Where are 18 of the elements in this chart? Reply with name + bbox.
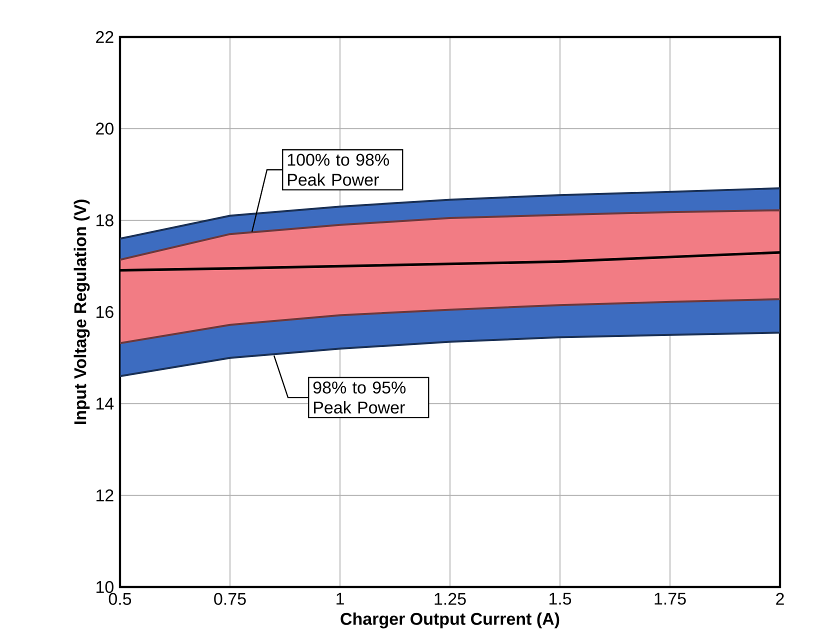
y-tick-label: 12 bbox=[96, 489, 114, 502]
x-axis-title: Charger Output Current (A) bbox=[340, 612, 560, 628]
x-tick-label: 1 bbox=[336, 592, 344, 605]
x-tick-label: 1.5 bbox=[549, 592, 572, 605]
annotation: 100% to 98% Peak Power bbox=[288, 154, 389, 186]
x-tick-label: 1.25 bbox=[434, 592, 466, 605]
y-tick-label: 22 bbox=[96, 31, 114, 43]
y-tick-label: 14 bbox=[96, 398, 114, 410]
y-tick-label: 20 bbox=[96, 122, 114, 135]
y-tick-label: 18 bbox=[96, 214, 114, 226]
x-tick-label: 2 bbox=[776, 592, 784, 605]
y-tick-label: 16 bbox=[96, 306, 114, 318]
x-tick-label: 0.75 bbox=[214, 592, 246, 605]
x-tick-label: 0.5 bbox=[108, 592, 132, 605]
annotation: 98% to 95% Peak Power bbox=[313, 382, 406, 414]
y-axis-title: Input Voltage Regulation (V) bbox=[74, 200, 90, 424]
y-tick-label: 10 bbox=[96, 580, 114, 594]
x-tick-label: 1.75 bbox=[654, 592, 686, 605]
